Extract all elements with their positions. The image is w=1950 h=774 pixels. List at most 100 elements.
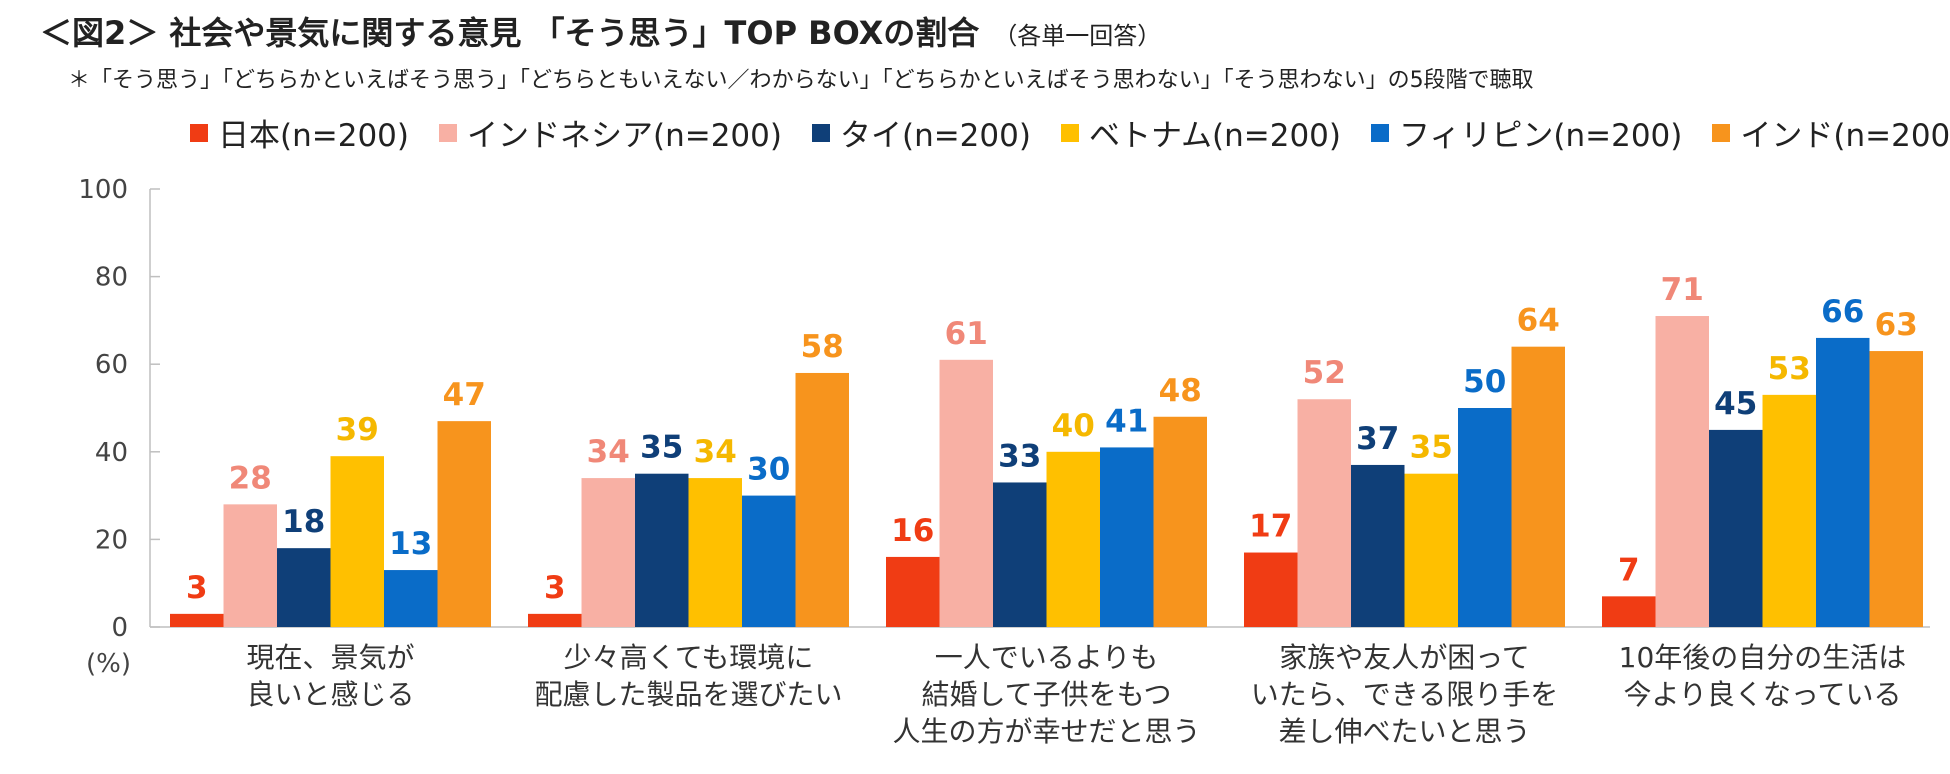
bar [1244,552,1298,627]
data-label: 47 [443,377,486,413]
data-label: 45 [1714,386,1757,422]
data-label: 71 [1661,272,1704,308]
survey-note: ＊「そう思う」「どちらかといえばそう思う」「どちらともいえない／わからない」「ど… [68,68,1534,93]
data-label: 35 [1410,430,1453,466]
data-label: 64 [1517,303,1560,339]
legend-item: インド(n=200) [1712,110,1950,155]
category-label: 現在、景気が [246,641,414,674]
bar [528,613,582,627]
data-label: 28 [229,460,272,496]
data-label: 66 [1821,294,1864,330]
data-label: 35 [640,430,683,466]
bar [1153,416,1207,627]
legend-swatch [811,123,830,142]
data-label: 41 [1105,403,1148,439]
legend-item: インドネシア(n=200) [438,110,782,155]
data-label: 3 [544,570,566,606]
chart-title: ＜図2＞ 社会や景気に関する意見 「そう思う」TOP BOXの割合 （各単一回答） [40,8,1161,54]
bar [1458,408,1512,627]
bar [277,548,331,627]
bar [1100,447,1154,627]
legend-item: ベトナム(n=200) [1060,110,1341,155]
bar [742,495,796,627]
data-label: 33 [998,438,1041,474]
bar [223,504,277,627]
data-label: 30 [747,452,790,488]
bar [886,556,940,627]
legend-label: 日本(n=200) [218,118,409,154]
bar [939,359,993,627]
data-label: 50 [1463,364,1506,400]
data-label: 13 [389,526,432,562]
bar [1297,399,1351,627]
category-label: 今より良くなっている [1623,678,1901,711]
bar [170,613,224,627]
legend-item: 日本(n=200) [190,110,409,155]
bar [1655,316,1709,627]
bar [688,478,742,627]
legend-label: インドネシア(n=200) [466,118,782,154]
category-label: 人生の方が幸せだと思う [892,715,1200,748]
category-label: 配慮した製品を選びたい [534,678,842,711]
bar [330,456,384,627]
legend-swatch [190,123,208,142]
data-label: 63 [1875,307,1918,343]
bar [635,473,689,627]
data-label: 16 [891,513,934,549]
category-label: 良いと感じる [246,678,414,711]
bar [1709,429,1763,627]
legend-swatch [1712,123,1731,142]
legend-label: フィリピン(n=200) [1399,118,1683,154]
bar [437,421,491,627]
category-label: 結婚して子供をもつ [921,678,1171,711]
subtitle: （各単一回答） [993,22,1162,50]
bar [1816,337,1870,627]
data-label: 34 [694,434,737,470]
category-label: いたら、できる限り手を [1251,678,1558,711]
data-label: 58 [801,329,844,365]
title-text: ＜図2＞ 社会や景気に関する意見 「そう思う」TOP BOXの割合 [40,14,980,52]
bar [1602,596,1656,627]
bar [795,372,849,627]
legend-label: インド(n=200) [1740,118,1950,154]
category-label: 一人でいるよりも [935,641,1158,674]
y-tick-label: 60 [95,350,128,380]
data-label: 53 [1768,351,1811,387]
data-label: 40 [1052,408,1095,444]
y-unit-label: (%) [86,649,131,679]
legend-item: フィリピン(n=200) [1371,110,1682,155]
data-label: 39 [336,412,379,448]
y-tick-label: 80 [95,263,128,293]
bar [1511,346,1565,627]
legend-swatch [1371,123,1390,142]
bar [1762,394,1816,627]
data-label: 17 [1249,509,1292,545]
bar [1351,464,1405,627]
bar [1869,351,1923,627]
data-label: 18 [282,504,325,540]
y-tick-label: 40 [95,438,128,468]
data-label: 34 [587,434,630,470]
data-label: 7 [1618,552,1640,588]
category-label: 差し伸べたいと思う [1278,715,1530,748]
bar [1046,451,1100,627]
data-label: 61 [945,316,988,352]
category-label: 10年後の自分の生活は [1619,641,1907,674]
y-tick-label: 100 [78,175,128,205]
legend-swatch [1060,123,1079,142]
legend-label: タイ(n=200) [839,118,1031,154]
bar [993,482,1047,627]
bar [384,570,438,627]
data-label: 3 [186,570,208,606]
bar [581,478,635,627]
legend: 日本(n=200) インドネシア(n=200) タイ(n=200) ベトナム(n=20… [190,110,1950,155]
y-tick-label: 0 [111,613,128,643]
legend-item: タイ(n=200) [811,110,1031,155]
legend-swatch [438,123,457,142]
category-label: 家族や友人が困って [1279,641,1530,674]
data-label: 52 [1303,355,1346,391]
bar [1404,473,1458,627]
category-label: 少々高くても環境に [564,641,814,674]
data-label: 37 [1356,421,1399,457]
